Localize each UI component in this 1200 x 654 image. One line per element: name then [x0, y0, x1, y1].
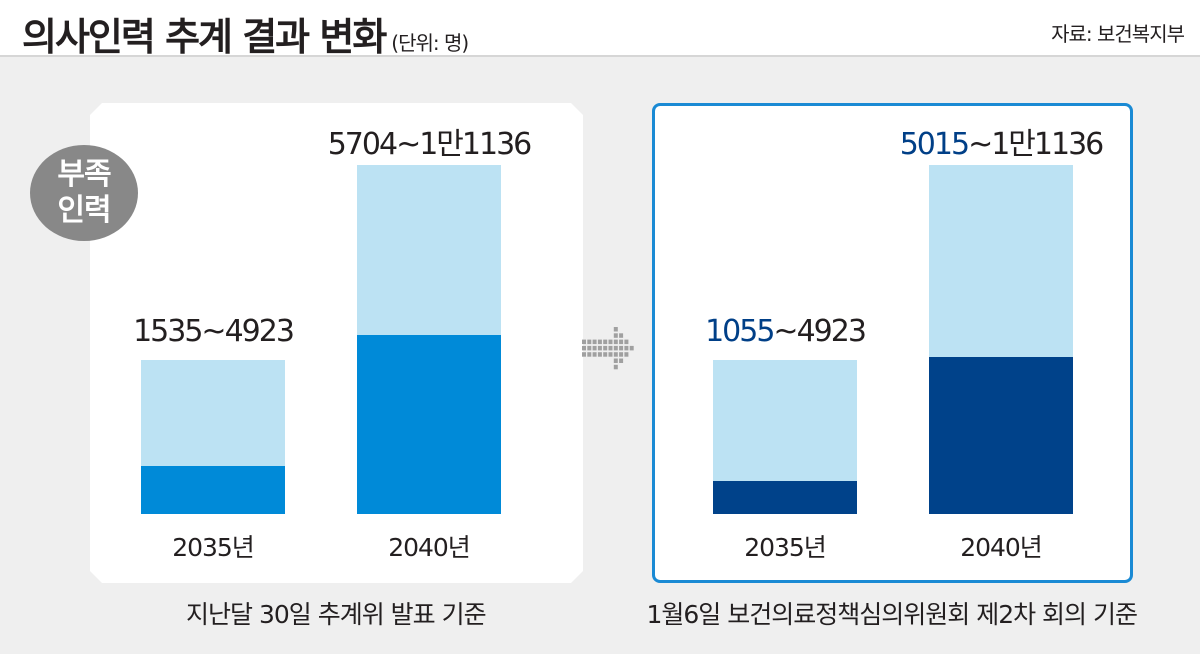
bar-lower	[141, 465, 285, 514]
bar-upper	[357, 165, 501, 336]
range-sep: ~	[396, 127, 421, 162]
range-sep: ~	[773, 313, 798, 349]
unit-label: (단위: 명)	[391, 31, 469, 55]
high-value: 1만1136	[419, 127, 532, 162]
value-label: 5704~1만1136	[319, 119, 539, 163]
year-label: 2040년	[960, 533, 1043, 562]
title-text: 의사인력 추계 결과 변화	[22, 15, 387, 59]
bar-lower	[713, 480, 857, 514]
low-value: 1055	[705, 313, 775, 349]
year-label: 2035년	[744, 533, 827, 562]
source-label: 자료: 보건복지부	[1051, 22, 1185, 46]
value-label: 1055~4923	[675, 314, 895, 349]
low-value: 5015	[899, 127, 970, 162]
badge-line: 부족	[57, 157, 111, 192]
value-label: 1535~4923	[103, 314, 323, 349]
bar-upper	[713, 359, 857, 481]
bar-upper	[141, 359, 285, 466]
shortage-badge: 부족 인력	[30, 145, 138, 241]
chart-title: 의사인력 추계 결과 변화 (단위: 명)	[22, 6, 469, 61]
low-value: 5704	[327, 127, 398, 162]
year-label: 2035년	[172, 533, 255, 562]
range-sep: ~	[968, 127, 993, 162]
bar-lower	[357, 335, 501, 514]
high-value: 4923	[796, 313, 867, 349]
year-label: 2040년	[388, 533, 471, 562]
bar-upper	[929, 165, 1073, 357]
badge-line: 인력	[57, 193, 111, 228]
range-sep: ~	[201, 313, 226, 349]
value-label: 5015~1만1136	[891, 119, 1111, 163]
panel-caption: 1월6일 보건의료정책심의위원회 제2차 회의 기준	[646, 600, 1139, 629]
low-value: 1535	[133, 313, 203, 349]
high-value: 1만1136	[991, 127, 1104, 162]
bar-lower	[929, 356, 1073, 514]
panel-caption: 지난달 30일 추계위 발표 기준	[186, 600, 487, 629]
high-value: 4923	[224, 313, 295, 349]
arrow-right-icon	[582, 327, 634, 370]
